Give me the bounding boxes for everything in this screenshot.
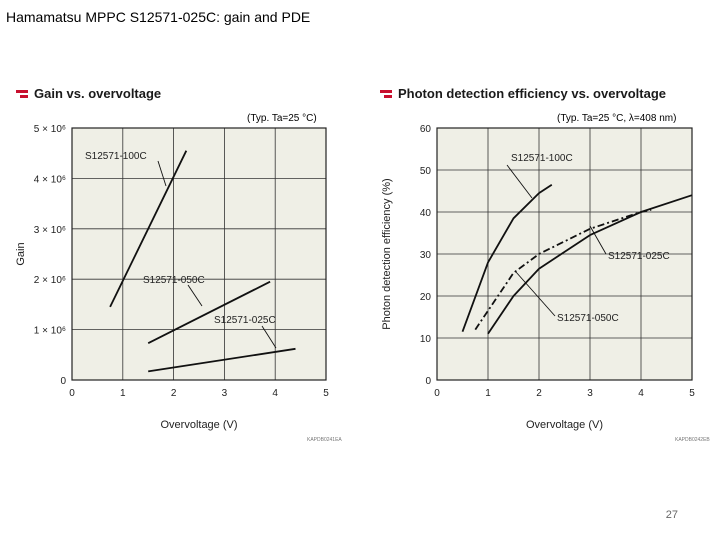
pde-x-tick-label: 3 xyxy=(587,388,593,399)
gain-plot-frame xyxy=(71,127,327,381)
gain-y-tick-label: 1 × 10⁶ xyxy=(34,326,66,337)
gain-chart-condition: (Typ. Ta=25 °C) xyxy=(247,113,317,124)
gain-y-tick-label: 5 × 10⁶ xyxy=(34,124,66,135)
gain-series-line-s12571-050c xyxy=(147,280,271,345)
gain-x-tick-label: 1 xyxy=(120,388,126,399)
pde-y-tick-label: 10 xyxy=(420,334,432,345)
bullet-mark-icon xyxy=(380,90,392,99)
pde-series-label: S12571-050C xyxy=(557,313,619,324)
slide-title: Hamamatsu MPPC S12571-025C: gain and PDE xyxy=(6,9,311,25)
pde-series-line-s12571-100c xyxy=(461,183,553,333)
gain-series-leader-line xyxy=(157,160,167,187)
pde-y-tick-label: 60 xyxy=(420,124,432,135)
pde-chart-condition: (Typ. Ta=25 °C, λ=408 nm) xyxy=(557,113,677,124)
gain-series-label: S12571-025C xyxy=(214,315,276,326)
pde-series-leader-line xyxy=(506,164,533,199)
page-number: 27 xyxy=(665,509,678,521)
pde-chart-code: KAPDB0242EB xyxy=(675,437,710,443)
gain-x-axis-label: Overvoltage (V) xyxy=(160,419,237,431)
pde-series-leader-line xyxy=(589,225,607,255)
pde-y-axis-label: Photon detection efficiency (%) xyxy=(381,178,393,329)
gain-series-label: S12571-100C xyxy=(85,151,147,162)
gain-y-tick-label: 4 × 10⁶ xyxy=(34,174,66,185)
pde-x-tick-label: 0 xyxy=(434,388,440,399)
pde-series-label: S12571-025C xyxy=(608,251,670,262)
gain-plot-area xyxy=(72,128,326,380)
gain-x-tick-label: 5 xyxy=(323,388,329,399)
bullet-mark-icon xyxy=(16,90,28,99)
pde-chart-title: Photon detection efficiency vs. overvolt… xyxy=(380,86,666,101)
pde-series-leader-line xyxy=(515,271,556,317)
pde-series-line-s12571-050c xyxy=(487,194,693,335)
pde-x-tick-label: 5 xyxy=(689,388,695,399)
gain-series-label: S12571-050C xyxy=(143,275,205,286)
gain-x-tick-label: 2 xyxy=(171,388,177,399)
gain-chart-title-text: Gain vs. overvoltage xyxy=(34,86,162,101)
gain-chart-title: Gain vs. overvoltage xyxy=(16,86,161,101)
pde-series-label: S12571-100C xyxy=(511,153,573,164)
pde-y-tick-label: 50 xyxy=(420,166,432,177)
pde-x-tick-label: 2 xyxy=(536,388,542,399)
pde-y-tick-label: 40 xyxy=(420,208,432,219)
gain-series-leader-line xyxy=(261,325,277,349)
pde-y-tick-label: 30 xyxy=(420,250,432,261)
gain-series-line-s12571-025c xyxy=(148,347,296,373)
pde-x-axis-label: Overvoltage (V) xyxy=(526,419,603,431)
gain-chart-code: KAPDB0241EA xyxy=(307,437,342,443)
gain-y-tick-label: 2 × 10⁶ xyxy=(34,275,66,286)
gain-x-tick-label: 4 xyxy=(272,388,278,399)
gain-y-tick-label: 3 × 10⁶ xyxy=(34,225,66,236)
pde-plot-frame xyxy=(436,127,693,381)
gain-x-tick-label: 3 xyxy=(222,388,228,399)
pde-chart-title-text: Photon detection efficiency vs. overvolt… xyxy=(398,86,667,101)
pde-x-tick-label: 4 xyxy=(638,388,644,399)
pde-y-tick-label: 0 xyxy=(425,376,431,387)
gain-y-axis-label: Gain xyxy=(15,242,27,265)
pde-y-tick-label: 20 xyxy=(420,292,432,303)
gain-x-tick-label: 0 xyxy=(69,388,75,399)
gain-y-tick-label: 0 xyxy=(60,376,66,387)
gain-series-leader-line xyxy=(187,284,203,307)
gain-series-line-s12571-100c xyxy=(109,150,188,308)
pde-x-tick-label: 1 xyxy=(485,388,491,399)
